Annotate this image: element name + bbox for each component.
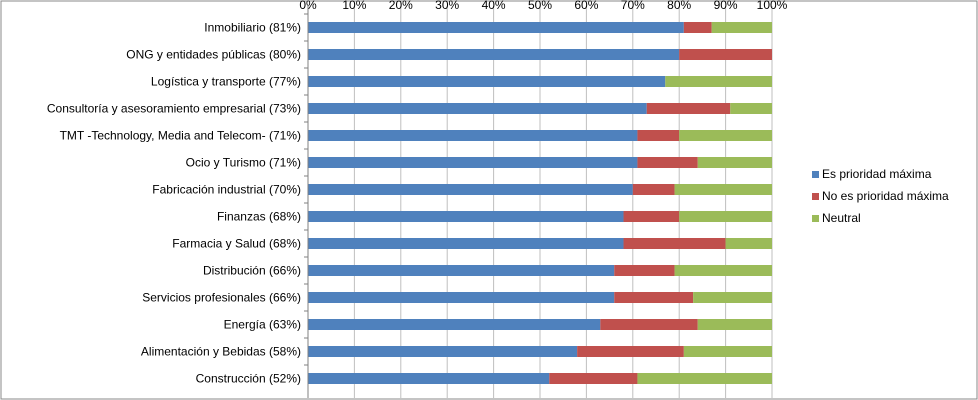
x-tick-label: 20%: [389, 0, 413, 12]
bar-segment-no-es-prioridad: [614, 265, 675, 276]
category-label: Construcción (52%): [196, 372, 301, 386]
bar-segment-no-es-prioridad: [623, 238, 726, 249]
bar-segment-no-es-prioridad: [683, 22, 712, 33]
bar-segment-es-prioridad: [308, 292, 615, 303]
bar-segment-es-prioridad: [308, 346, 578, 357]
category-label: Servicios profesionales (66%): [142, 291, 301, 305]
legend-swatch: [812, 171, 819, 178]
bar-segment-no-es-prioridad: [646, 103, 731, 114]
bar-segment-es-prioridad: [308, 103, 647, 114]
bar-segment-neutral: [697, 157, 772, 168]
bar-segment-es-prioridad: [308, 265, 615, 276]
bar-segment-no-es-prioridad: [679, 49, 772, 60]
x-tick-label: 80%: [667, 0, 691, 12]
bar-segment-neutral: [711, 22, 772, 33]
bar-segment-es-prioridad: [308, 319, 601, 330]
x-tick-label: 70%: [621, 0, 645, 12]
bar-segment-no-es-prioridad: [577, 346, 684, 357]
legend-label: Es prioridad máxima: [822, 167, 932, 181]
legend-label: No es prioridad máxima: [822, 189, 949, 203]
category-label: Inmobiliario (81%): [204, 21, 301, 35]
x-tick-label: 50%: [528, 0, 552, 12]
bar-segment-es-prioridad: [308, 373, 550, 384]
x-tick-labels: 0% 10% 20% 30% 40% 50% 60% 70% 80% 90% 100%: [299, 0, 787, 12]
bar-segment-es-prioridad: [308, 238, 624, 249]
bar-segment-es-prioridad: [308, 157, 638, 168]
bar-segment-es-prioridad: [308, 22, 684, 33]
bar-segment-neutral: [674, 184, 772, 195]
category-label: Ocio y Turismo (71%): [186, 156, 301, 170]
bar-segment-neutral: [730, 103, 772, 114]
bar-segment-no-es-prioridad: [637, 157, 698, 168]
bar-segment-no-es-prioridad: [632, 184, 675, 195]
x-tick-label: 100%: [757, 0, 788, 12]
category-labels: Inmobiliario (81%) ONG y entidades públic…: [47, 21, 301, 386]
category-label: ONG y entidades públicas (80%): [126, 48, 301, 62]
bar-segment-neutral: [697, 319, 772, 330]
category-label: Distribución (66%): [203, 264, 301, 278]
bar-segment-es-prioridad: [308, 184, 633, 195]
x-tick-label: 40%: [482, 0, 506, 12]
category-label: Finanzas (68%): [217, 210, 301, 224]
x-tick-label: 0%: [299, 0, 317, 12]
legend-swatch: [812, 193, 819, 200]
x-tick-label: 10%: [342, 0, 366, 12]
bar-segment-no-es-prioridad: [614, 292, 694, 303]
legend: Es prioridad máxima No es prioridad máxim…: [812, 167, 949, 225]
x-tick-label: 90%: [714, 0, 738, 12]
bar-segment-neutral: [725, 238, 772, 249]
bars: [308, 22, 772, 384]
bar-segment-es-prioridad: [308, 76, 666, 87]
bar-segment-neutral: [674, 265, 772, 276]
bar-segment-es-prioridad: [308, 130, 638, 141]
category-label: Energía (63%): [224, 318, 301, 332]
category-label: Alimentación y Bebidas (58%): [141, 345, 301, 359]
bar-segment-no-es-prioridad: [637, 130, 680, 141]
bar-segment-neutral: [679, 211, 772, 222]
x-tick-label: 30%: [435, 0, 459, 12]
bar-segment-neutral: [637, 373, 772, 384]
bar-segment-no-es-prioridad: [549, 373, 638, 384]
bar-segment-neutral: [693, 292, 772, 303]
bar-segment-no-es-prioridad: [623, 211, 680, 222]
bar-segment-no-es-prioridad: [600, 319, 698, 330]
category-label: Farmacia y Salud (68%): [172, 237, 301, 251]
legend-label: Neutral: [822, 211, 861, 225]
bar-segment-neutral: [679, 130, 772, 141]
bar-segment-neutral: [683, 346, 772, 357]
category-label: Consultoría y asesoramiento empresarial …: [47, 102, 301, 116]
x-tick-label: 60%: [574, 0, 598, 12]
category-label: Fabricación industrial (70%): [152, 183, 301, 197]
category-label: TMT -Technology, Media and Telecom- (71%…: [60, 129, 301, 143]
bar-segment-es-prioridad: [308, 211, 624, 222]
category-label: Logística y transporte (77%): [151, 75, 301, 89]
bar-segment-es-prioridad: [308, 49, 680, 60]
axes: [304, 6, 309, 398]
bar-segment-neutral: [665, 76, 772, 87]
legend-swatch: [812, 215, 819, 222]
